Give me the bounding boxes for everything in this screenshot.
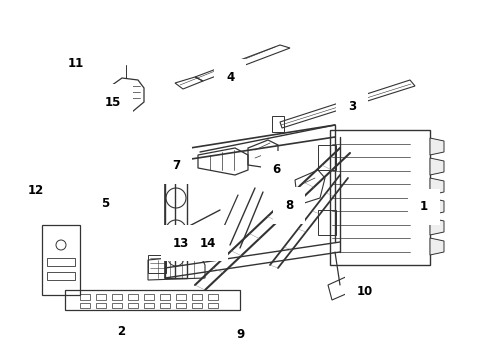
Text: 3: 3 [348,100,356,113]
Bar [318,145,336,170]
Bar [96,303,106,308]
Text: 11: 11 [68,57,84,69]
Bar [208,303,218,308]
Bar [192,294,202,300]
Text: 2: 2 [118,325,125,338]
Bar [160,294,170,300]
Text: 7: 7 [172,159,180,172]
Bar [330,130,430,265]
Text: 15: 15 [104,96,121,109]
Bar [148,255,166,273]
Bar [80,294,90,300]
Text: 6: 6 [273,163,281,176]
Polygon shape [430,158,444,175]
Bar [128,303,138,308]
Polygon shape [430,218,444,235]
Bar [160,303,170,308]
Bar [47,272,75,280]
Bar [42,225,80,295]
Text: 1: 1 [420,201,428,213]
Bar [112,303,122,308]
Text: 5: 5 [101,197,109,210]
Text: 12: 12 [27,184,44,197]
Bar [112,294,122,300]
Bar [80,303,90,308]
Polygon shape [430,178,444,195]
Polygon shape [430,238,444,255]
Text: 4: 4 [226,71,234,84]
Text: 10: 10 [357,285,373,298]
Text: 14: 14 [200,237,217,249]
Bar [318,210,336,235]
Bar [144,303,154,308]
Bar [272,116,284,132]
Bar [128,294,138,300]
Bar [176,294,186,300]
Bar [96,294,106,300]
Bar [47,258,75,266]
Text: 9: 9 [236,328,244,341]
Bar [208,294,218,300]
Polygon shape [430,198,444,215]
Text: 8: 8 [285,199,293,212]
Bar [165,152,187,278]
Bar [192,303,202,308]
Polygon shape [430,138,444,155]
Text: 13: 13 [173,237,190,249]
Bar [176,303,186,308]
Bar [144,294,154,300]
